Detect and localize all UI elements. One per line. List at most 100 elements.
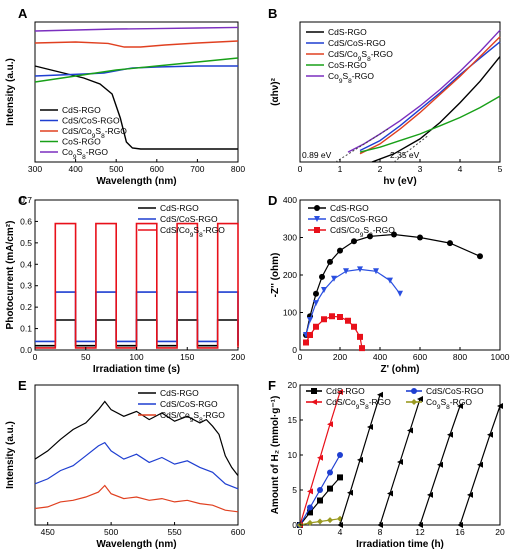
- legend-text-part: S: [363, 225, 369, 235]
- legend-label: CdS-RGO: [160, 388, 199, 398]
- x-tick-label: 12: [415, 527, 425, 537]
- series-line: [34, 441, 239, 490]
- legend-text-part: CdS/Co: [160, 410, 190, 420]
- legend-text-part: 9: [358, 56, 362, 63]
- x-axis-label: Wavelength (nm): [96, 176, 176, 187]
- series-line: [305, 268, 401, 336]
- x-tick-label: 1000: [491, 352, 510, 362]
- legend-text-part: 8: [101, 133, 105, 140]
- legend-text-part: S: [361, 49, 367, 59]
- data-point: [313, 290, 319, 297]
- x-tick-label: 4: [338, 527, 343, 537]
- data-point: [387, 277, 393, 284]
- legend-text-part: -RGO: [86, 147, 109, 157]
- legend-text-part: 8: [446, 404, 450, 411]
- legend-label: CdS/Co9S8-RGO: [62, 126, 127, 140]
- series-line: [359, 36, 501, 155]
- legend-text-part: 9: [190, 417, 194, 424]
- x-tick-label: 16: [455, 527, 465, 537]
- legend-label: CdS-RGO: [62, 105, 101, 115]
- data-point: [319, 273, 325, 280]
- legend-text-part: CdS/Co: [330, 225, 360, 235]
- data-point: [307, 504, 313, 511]
- data-point: [337, 474, 343, 481]
- data-point: [337, 247, 343, 254]
- x-tick-label: 8: [378, 527, 383, 537]
- y-tick-label: 100: [283, 308, 297, 318]
- legend-text-part: 8: [367, 56, 371, 63]
- data-point: [343, 268, 349, 275]
- legend-text-part: -RGO: [203, 225, 226, 235]
- x-tick-label: 600: [231, 527, 245, 537]
- legend-text-part: Co: [62, 147, 73, 157]
- y-tick-label: 0.3: [20, 281, 32, 291]
- panel-letter: C: [18, 193, 28, 208]
- panel-A: A 300 400 500 600 700 800 Wavelength (nm) Intens…: [5, 6, 245, 187]
- x-axis-label: hν (eV): [383, 176, 416, 187]
- panel-letter: E: [18, 378, 27, 393]
- data-point: [314, 205, 320, 211]
- legend-text-part: 9: [73, 154, 77, 161]
- data-point: [457, 403, 463, 409]
- panel-B: B 0 1 2 3 4 5 hν (eV) (αhν)² 0.89 eV 2.35 eV CdS-RG…: [268, 6, 503, 187]
- x-axis-label: Irradiation time (s): [93, 364, 180, 375]
- legend-label: CdS/CoS-RGO: [160, 214, 218, 224]
- data-point: [397, 290, 403, 297]
- data-point: [314, 216, 320, 222]
- data-point: [337, 314, 343, 320]
- data-point: [447, 431, 453, 438]
- data-point: [351, 323, 357, 330]
- x-tick-label: 400: [69, 164, 83, 174]
- data-point: [314, 227, 320, 233]
- data-point: [327, 421, 333, 428]
- legend-text-part: CdS/Co: [326, 397, 356, 407]
- data-point: [351, 238, 357, 245]
- y-tick-label: 0.0: [20, 345, 32, 355]
- series-line: [34, 57, 239, 83]
- legend-label: CdS-RGO: [326, 386, 365, 396]
- data-point: [417, 396, 423, 402]
- y-tick-label: 10: [288, 450, 298, 460]
- legend-text-part: -RGO: [203, 410, 226, 420]
- data-point: [313, 300, 319, 307]
- x-tick-label: 150: [180, 352, 194, 362]
- panel-letter: D: [268, 193, 277, 208]
- data-point: [321, 316, 327, 323]
- panel-E: E 450 500 550 600 Wavelength (nm) Intensity (a…: [5, 378, 245, 550]
- y-tick-label: 0: [292, 520, 297, 530]
- x-axis-label: Z' (ohm): [380, 364, 419, 375]
- y-tick-label: 5: [292, 485, 297, 495]
- data-point: [307, 519, 313, 526]
- data-point: [311, 388, 317, 394]
- series-line: [359, 95, 501, 153]
- x-tick-label: 100: [129, 352, 143, 362]
- plot-frame: [34, 384, 239, 526]
- panel-C: C 0 50 100 150 200 0.0 0.1 0.2 0.3 0.4 0.5 0.6 0.7 Irr…: [5, 193, 245, 375]
- legend-text-part: S: [95, 126, 101, 136]
- legend-text-part: 8: [348, 78, 352, 85]
- x-tick-label: 3: [418, 164, 423, 174]
- legend-text-part: 9: [360, 232, 364, 239]
- legend-text-part: -RGO: [373, 225, 396, 235]
- x-tick-label: 500: [109, 164, 123, 174]
- legend-label: CdS/Co9S8-RGO: [326, 397, 391, 411]
- legend-label: CoS-RGO: [328, 60, 367, 70]
- legend-label: CdS/CoS-RGO: [426, 386, 484, 396]
- legend-text-part: -RGO: [352, 71, 375, 81]
- x-tick-label: 300: [28, 164, 42, 174]
- series-line: [34, 484, 239, 513]
- legend-text-part: S: [193, 410, 199, 420]
- data-point: [357, 456, 363, 463]
- legend-text-part: S: [343, 71, 349, 81]
- x-tick-label: 200: [333, 352, 347, 362]
- data-point: [327, 469, 333, 476]
- legend-text-part: 8: [369, 232, 373, 239]
- data-point: [367, 233, 373, 240]
- legend-text-part: 9: [437, 404, 441, 411]
- data-point: [307, 317, 313, 323]
- data-point: [359, 345, 365, 352]
- data-point: [317, 454, 323, 461]
- bandgap-extrapolation: [393, 135, 429, 163]
- y-axis-label: -Z'' (ohm): [270, 253, 281, 298]
